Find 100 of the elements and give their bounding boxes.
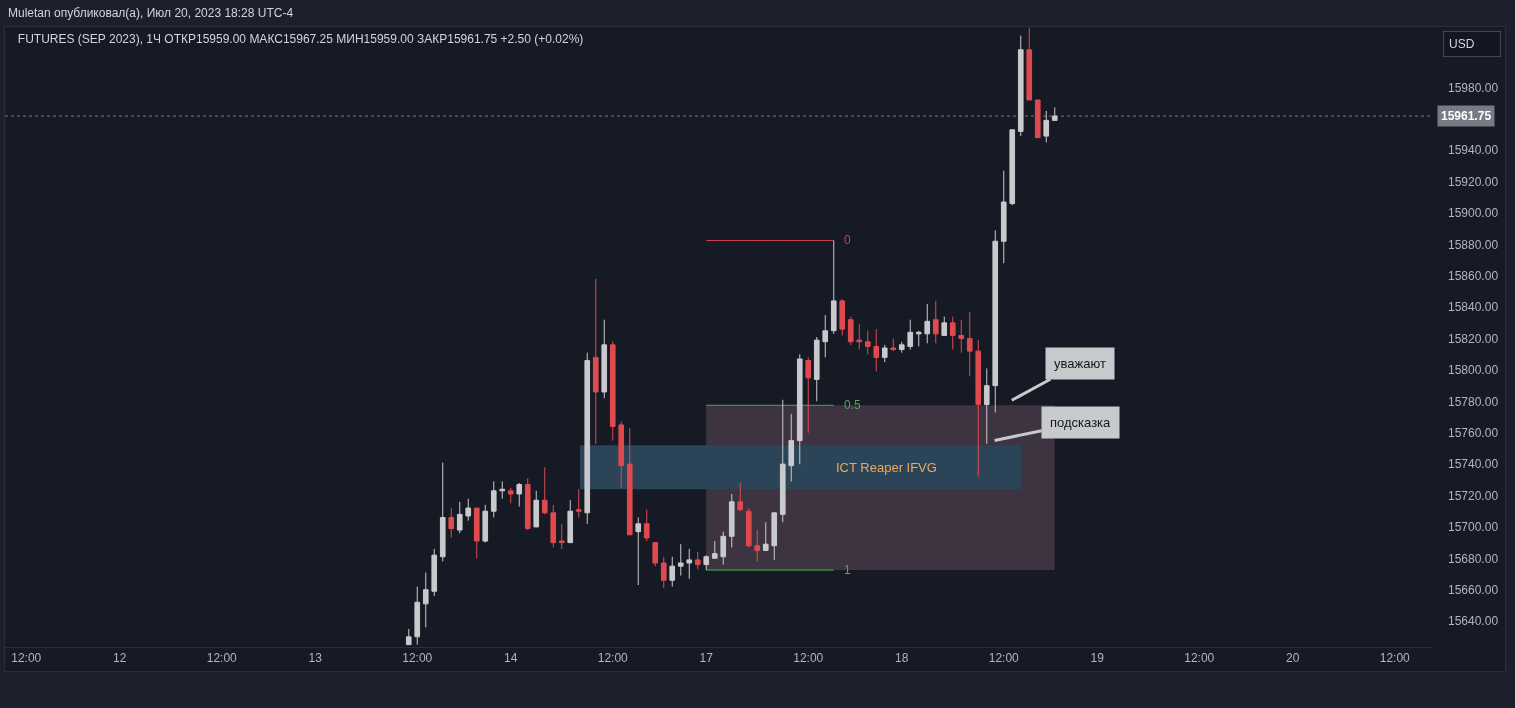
y-tick-label: 15900.00: [1448, 206, 1499, 221]
candlestick: [652, 542, 659, 567]
candlestick: [439, 462, 446, 562]
candlestick: [473, 507, 480, 559]
candlestick: [456, 501, 463, 534]
candlestick: [907, 319, 914, 351]
series-label: 0: [844, 233, 851, 247]
candlestick: [1017, 35, 1024, 137]
x-tick-label: 14: [504, 651, 518, 666]
candlestick: [1051, 106, 1058, 121]
candlestick: [924, 303, 931, 344]
y-tick-label: 15860.00: [1448, 268, 1499, 283]
y-tick-label: 15980.00: [1448, 80, 1499, 95]
candlestick: [669, 556, 676, 588]
annotation: уважают: [1054, 356, 1106, 371]
candlestick: [873, 328, 880, 373]
candlestick: [499, 480, 506, 500]
candlestick: [584, 352, 591, 525]
candlestick: [516, 482, 523, 508]
candlestick: [975, 339, 982, 478]
candlestick: [626, 427, 633, 536]
x-tick-label: 12:00: [1379, 651, 1411, 666]
y-tick-label: 15840.00: [1448, 300, 1499, 315]
candlestick: [915, 330, 922, 347]
candlestick: [694, 551, 701, 570]
candlestick: [1043, 110, 1050, 143]
candlestick: [822, 314, 829, 358]
candlestick: [813, 336, 820, 402]
candlestick: [949, 316, 956, 351]
candlestick: [864, 330, 871, 355]
candlestick: [847, 316, 854, 346]
candlestick: [601, 319, 608, 399]
candlestick: [958, 319, 965, 354]
candlestick: [1000, 170, 1007, 264]
y-tick-label: 15940.00: [1448, 143, 1499, 158]
candlestick: [898, 341, 905, 354]
candlestick: [737, 482, 744, 512]
candlestick: [609, 341, 616, 442]
candlestick: [890, 338, 897, 352]
candlestick: [754, 529, 761, 562]
chart-title: Muletan опубликовал(а), Июл 20, 2023 18:28 UTC-4: [8, 5, 294, 21]
x-tick-label: 13: [308, 651, 323, 666]
candlestick: [431, 548, 438, 597]
candlestick: [881, 344, 888, 363]
candlestick: [405, 628, 412, 646]
x-tick-label: 19: [1090, 651, 1105, 666]
y-tick-label: 15740.00: [1448, 457, 1499, 472]
candlestick: [618, 421, 625, 489]
y-tick-label: 15640.00: [1448, 614, 1499, 629]
candlestick: [490, 480, 497, 519]
candlestick: [507, 487, 514, 504]
candlestick: [541, 466, 548, 515]
x-tick-label: 12:00: [793, 651, 824, 666]
candlestick: [677, 543, 684, 577]
x-tick-label: 20: [1286, 651, 1300, 666]
candlestick: [1034, 99, 1041, 139]
candlestick: [533, 490, 540, 528]
x-tick-label: 12:00: [1184, 651, 1215, 666]
y-tick-label: 15720.00: [1448, 488, 1499, 503]
candlestick: [703, 554, 710, 571]
candlestick: [1009, 129, 1016, 206]
ref-line-label: 15961.75: [1441, 109, 1492, 123]
x-tick-label: 12:00: [11, 651, 42, 666]
x-tick-label: 12:00: [597, 651, 629, 666]
candlestick: [686, 548, 693, 580]
candlestick: [550, 504, 557, 548]
y-tick-label: 15760.00: [1448, 425, 1499, 440]
candlestick: [465, 498, 472, 522]
candlestick: [728, 493, 735, 548]
candlestick: [992, 229, 999, 413]
candlestick: [762, 521, 769, 551]
y-tick-label: 15660.00: [1448, 582, 1499, 597]
y-tick-label: 15880.00: [1448, 237, 1499, 252]
candlestick: [983, 367, 990, 445]
x-tick-label: 12:00: [206, 651, 238, 666]
y-tick-label: 15820.00: [1448, 331, 1499, 346]
candlestick: [788, 413, 795, 482]
y-tick-label: 15700.00: [1448, 520, 1499, 535]
y-tick-label: 15680.00: [1448, 551, 1499, 566]
candlestick: [448, 507, 455, 539]
candlestick: [856, 323, 863, 351]
x-tick-label: 12:00: [402, 651, 433, 666]
candlestick: [635, 517, 642, 586]
annotation: подсказка: [1050, 415, 1112, 430]
candlestick: [558, 523, 565, 550]
candlestick: [745, 507, 752, 548]
candlestick: [660, 556, 667, 589]
candlestick: [575, 488, 582, 519]
candlestick: [720, 531, 727, 566]
candlestick: [711, 540, 718, 559]
text: FUTURES (SEP 2023), 1Ч ОТКР15959.00 МАКС15967.25 МИН15959.00 ЗАКР15961.75 +2.50 (+0.02%): [17, 32, 584, 47]
candlestick: [839, 298, 846, 336]
x-tick-label: 12:00: [988, 651, 1020, 666]
y-axis-title: USD: [1449, 37, 1475, 51]
candlestick: [941, 316, 948, 336]
candlestick: [932, 300, 939, 344]
candlestick: [796, 353, 803, 465]
y-tick-label: 15920.00: [1448, 174, 1499, 189]
candlestick: [482, 504, 489, 544]
candlestick: [422, 571, 429, 628]
